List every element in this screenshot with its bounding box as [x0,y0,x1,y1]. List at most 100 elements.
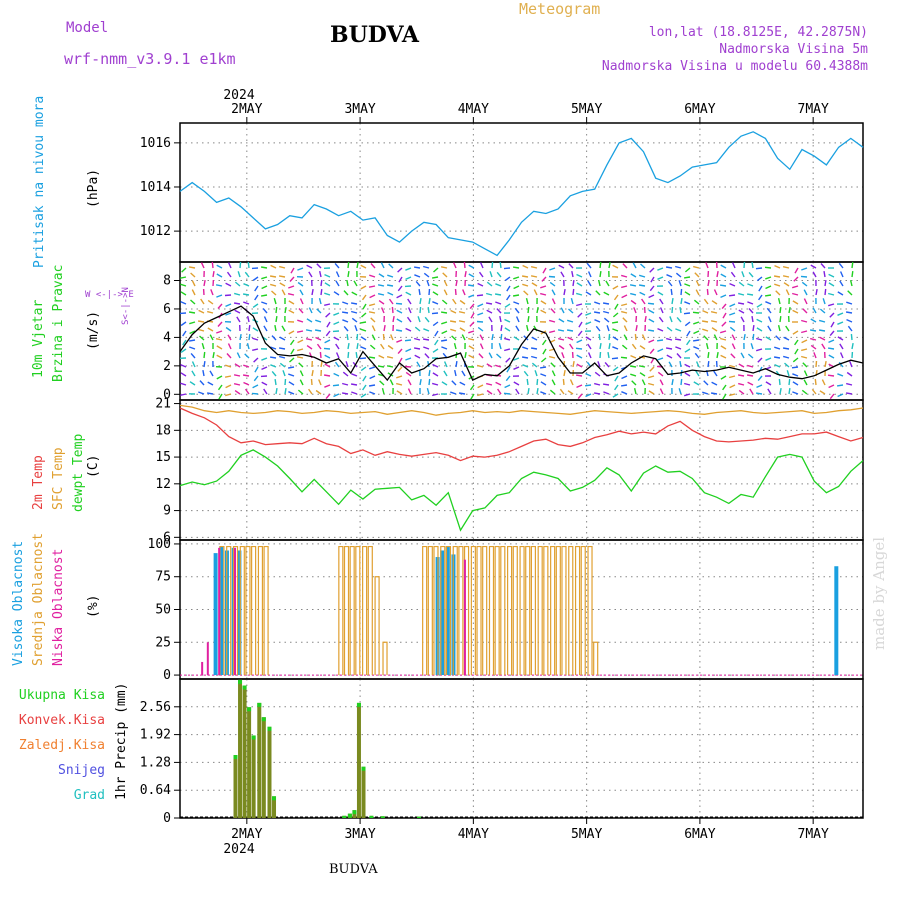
wind-arrow-1112 [849,280,853,287]
wind-arrow-501 [476,320,484,323]
wind-arrow-637 [557,329,565,332]
cloud-label-1: Visoka Oblacnost [11,541,26,666]
temp-line-1 [179,404,864,416]
wind-arrow-317 [368,285,376,288]
precip-bar-7 [267,726,272,818]
wind-arrow-583 [526,378,529,386]
wind-arrow-709 [602,302,610,305]
cloud-bar-1-16 [422,545,428,676]
wind-arrow-100 [236,352,241,359]
wind-arrow-1111 [851,271,854,278]
wind-arrow-238 [318,379,322,386]
wind-arrow-464 [450,391,457,395]
wind-arrow-332 [377,284,385,287]
wind-arrow-722 [612,285,619,290]
wind-arrow-457 [450,328,457,332]
wind-arrow-1049 [801,389,808,395]
wind-arrow-363 [396,294,403,299]
wind-arrow-216 [306,318,313,323]
wind-arrow-500 [477,312,484,316]
wind-arrow-864 [693,346,700,350]
wind-arrow-705 [608,261,611,269]
wind-arrow-1023 [792,292,799,296]
wind-arrow-951 [751,315,754,323]
wind-arrow-700 [599,351,602,359]
wind-arrow-75 [227,262,232,269]
wind-arrow-1105 [839,352,844,359]
precip-bar-top-12 [356,702,361,707]
wind-arrow-1119 [851,342,854,350]
wind-arrow-176 [279,362,286,368]
wind-arrow-720 [612,264,619,269]
wind-arrow-897 [713,370,718,377]
wind-arrow-801 [658,316,664,323]
wind-arrow-229 [318,298,322,305]
wind-arrow-997 [777,325,781,332]
wind-arrow-157 [274,324,277,332]
wind-arrow-596 [531,362,538,368]
wind-arrow-503 [479,334,484,341]
precip-bar-8 [272,796,277,818]
wind-arrow-279 [347,342,350,350]
wind-arrow-392 [415,280,421,287]
wind-arrow-681 [585,321,592,325]
wind-arrow-588 [533,289,538,296]
wind-arrow-723 [613,294,619,301]
wind-arrow-355 [386,356,394,359]
wind-arrow-247 [325,330,331,337]
wind-arrow-321 [370,317,376,323]
wind-arrow-601 [541,276,547,282]
temp-line-0 [179,407,864,462]
wind-arrow-653 [567,336,574,341]
precip-bar-top-4 [251,735,256,740]
wind-arrow-891 [710,320,718,323]
wind-arrow-135 [260,266,268,269]
wind-arrow-813 [670,288,673,296]
wind-arrow-807 [657,371,664,377]
wind-arrow-994 [777,298,781,305]
wind-arrow-787 [647,329,655,332]
wind-arrow-906 [721,321,727,327]
wind-arrow-411 [424,316,430,323]
wind-arrow-194 [288,391,295,395]
wind-arrow-1032 [792,373,799,377]
wind-arrow-114 [246,343,250,350]
wind-arrow-1056 [810,318,817,323]
wind-arrow-89 [225,393,232,397]
wind-arrow-1036 [800,275,808,278]
wind-arrow-636 [558,318,565,323]
wind-arrow-689 [585,393,592,398]
wind-arrow-934 [737,302,745,305]
wind-arrow-360 [397,267,403,273]
wind-arrow-465 [463,261,466,269]
wind-arrow-833 [674,338,682,341]
wind-arrow-463 [451,380,457,386]
wind-arrow-557 [513,285,520,290]
wind-arrow-190 [289,357,295,363]
panel-frame-temp [179,399,864,541]
wind-arrow-938 [743,333,746,341]
wind-arrow-1084 [828,303,835,307]
wind-arrow-527 [495,283,502,287]
wind-arrow-860 [692,311,700,314]
wind-arrow-161 [270,364,277,368]
wind-arrow-414 [423,346,430,350]
wind-arrow-406 [423,272,430,278]
wind-arrow-19 [190,299,196,305]
wind-arrow-152 [270,283,277,287]
precip-bar-top-1 [238,679,243,684]
wind-arrow-215 [308,307,313,314]
wind-arrow-695 [593,311,601,314]
wind-arrow-76 [226,271,232,278]
wind-arrow-399 [413,347,421,350]
wind-arrow-848 [686,339,691,346]
wind-arrow-499 [477,303,484,308]
wind-arrow-892 [711,327,718,332]
wind-arrow-485 [470,312,475,319]
wind-arrow-74 [218,393,223,400]
wind-arrow-1057 [809,329,817,332]
wind-arrow-506 [477,364,484,368]
wind-arrow-134 [251,392,259,395]
wind-arrow-593 [531,336,538,341]
wind-arrow-78 [224,294,232,297]
